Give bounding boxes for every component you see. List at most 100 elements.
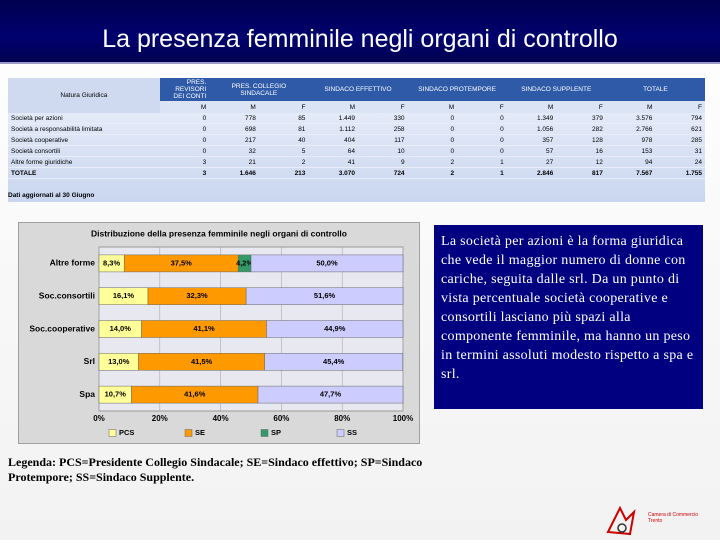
table-cell: 1.056 xyxy=(506,123,557,135)
legend-label: SS xyxy=(347,428,357,437)
value-label: 10,7% xyxy=(105,390,127,399)
value-label: 41,1% xyxy=(193,324,215,333)
table-cell: 0 xyxy=(159,134,210,146)
table-cell: 2 xyxy=(407,167,458,179)
table-cell: 0 xyxy=(407,134,458,146)
abbreviation-legend: Legenda: PCS=Presidente Collegio Sindaca… xyxy=(8,455,423,484)
subheader-cell: F xyxy=(556,101,606,113)
bar-segment xyxy=(257,385,404,404)
table-row: Società per azioni 0 778 85 1.449 330 0 0 1.349 3… xyxy=(8,113,705,124)
table-cell: 21 xyxy=(209,156,259,168)
legend-swatch xyxy=(184,429,193,437)
header-cell: SINDACO EFFETTIVO xyxy=(308,78,408,101)
table-cell: 3.070 xyxy=(308,167,358,179)
table-cell: 0 xyxy=(159,123,210,135)
subheader-cell: M xyxy=(605,101,656,113)
value-label: 45,4% xyxy=(323,357,345,366)
table-cell: 778 xyxy=(209,113,259,124)
table-cell: 1.349 xyxy=(506,113,557,124)
table-cell: 0 xyxy=(407,113,458,124)
value-label: 41,6% xyxy=(184,390,206,399)
logo-text: Camera di Commercio Trento xyxy=(648,512,699,524)
table-row: Altre forme giuridiche 3 21 2 41 9 2 1 27 12 94 24 xyxy=(8,156,705,168)
value-label: 16,1% xyxy=(113,291,135,300)
chart-panel: Distribuzione della presenza femminile n… xyxy=(18,222,420,444)
table-cell: 0 xyxy=(407,145,458,157)
header-cell: PRES. COLLEGIO SINDACALE xyxy=(209,78,309,101)
table-row: Società consortili 0 32 5 64 10 0 0 57 16 153 31 xyxy=(8,145,705,157)
table-cell: 9 xyxy=(357,156,408,168)
table-cell: 3 xyxy=(159,167,210,179)
legend-swatch xyxy=(260,429,269,437)
subheader-cell: M xyxy=(209,101,259,113)
table-cell: 258 xyxy=(357,123,408,135)
table-cell: 217 xyxy=(209,134,259,146)
table-cell: Società consortili xyxy=(8,145,160,157)
table-cell: 57 xyxy=(506,145,557,157)
chart-title: Distribuzione della presenza femminile n… xyxy=(91,228,347,238)
table-cell: 2.846 xyxy=(506,167,557,179)
value-label: 4,2% xyxy=(236,258,253,267)
table-cell: 2 xyxy=(407,156,458,168)
bar-segment xyxy=(250,254,404,273)
table-cell: 357 xyxy=(506,134,557,146)
header-cell: SINDACO PROTEMPORE xyxy=(407,78,507,101)
subheader-cell: F xyxy=(655,101,705,113)
table-cell: 85 xyxy=(258,113,309,124)
table-cell: 12 xyxy=(556,156,606,168)
table-cell: 128 xyxy=(556,134,606,146)
x-tick-label: 20% xyxy=(152,414,168,423)
table-cell: 117 xyxy=(357,134,408,146)
subheader-cell: F xyxy=(258,101,309,113)
table-cell: 379 xyxy=(556,113,606,124)
value-label: 32,3% xyxy=(186,291,208,300)
table-cell: 31 xyxy=(655,145,705,157)
table-cell: 41 xyxy=(308,156,358,168)
y-tick-label: Soc.cooperative xyxy=(29,323,95,333)
title-bar: La presenza femminile negli organi di co… xyxy=(0,0,720,64)
x-tick-label: 60% xyxy=(273,414,289,423)
table-cell: 3 xyxy=(159,156,210,168)
subheader-cell: F xyxy=(457,101,507,113)
header-cell: Natura Giuridica xyxy=(8,78,160,113)
table-cell: 0 xyxy=(457,145,507,157)
legend-label: PCS xyxy=(119,428,134,437)
subheader-cell: M xyxy=(506,101,557,113)
legend-label: SE xyxy=(195,428,205,437)
table-cell: 978 xyxy=(605,134,656,146)
value-label: 37,5% xyxy=(171,258,193,267)
value-label: 47,7% xyxy=(320,390,342,399)
table-note: Dati aggiornati al 30 Giugno xyxy=(8,192,95,199)
x-tick-label: 80% xyxy=(334,414,350,423)
table-cell: 724 xyxy=(357,167,408,179)
table-cell: 282 xyxy=(556,123,606,135)
value-label: 14,0% xyxy=(110,324,132,333)
table-cell: 1.449 xyxy=(308,113,358,124)
table-row: TOTALE 3 1.646 213 3.070 724 2 1 2.846 817 7.567 1.… xyxy=(8,167,705,179)
bar-segment xyxy=(266,320,404,338)
table-cell: 40 xyxy=(258,134,309,146)
subheader-cell: M xyxy=(308,101,358,113)
table-cell: 0 xyxy=(457,134,507,146)
table-cell: 1.755 xyxy=(655,167,705,179)
table-cell: 0 xyxy=(159,145,210,157)
header-cell: TOTALE xyxy=(605,78,705,101)
table-cell: 285 xyxy=(655,134,705,146)
value-label: 8,3% xyxy=(103,258,120,267)
table-cell: 1 xyxy=(457,156,507,168)
header-row: Natura Giuridica PRES. REVISORI DEI CONTI… xyxy=(8,78,705,113)
table-cell: 0 xyxy=(159,113,210,124)
legend-swatch xyxy=(336,429,345,437)
chart: Distribuzione della presenza femminile n… xyxy=(29,228,413,437)
table-cell: 81 xyxy=(258,123,309,135)
table-cell: 817 xyxy=(556,167,606,179)
table-cell: 32 xyxy=(209,145,259,157)
table-cell: 2.766 xyxy=(605,123,656,135)
x-tick-label: 40% xyxy=(213,414,229,423)
table-cell: 621 xyxy=(655,123,705,135)
y-tick-label: Altre forme xyxy=(50,258,96,268)
table-cell: Società cooperative xyxy=(8,134,160,146)
table-cell: 27 xyxy=(506,156,557,168)
